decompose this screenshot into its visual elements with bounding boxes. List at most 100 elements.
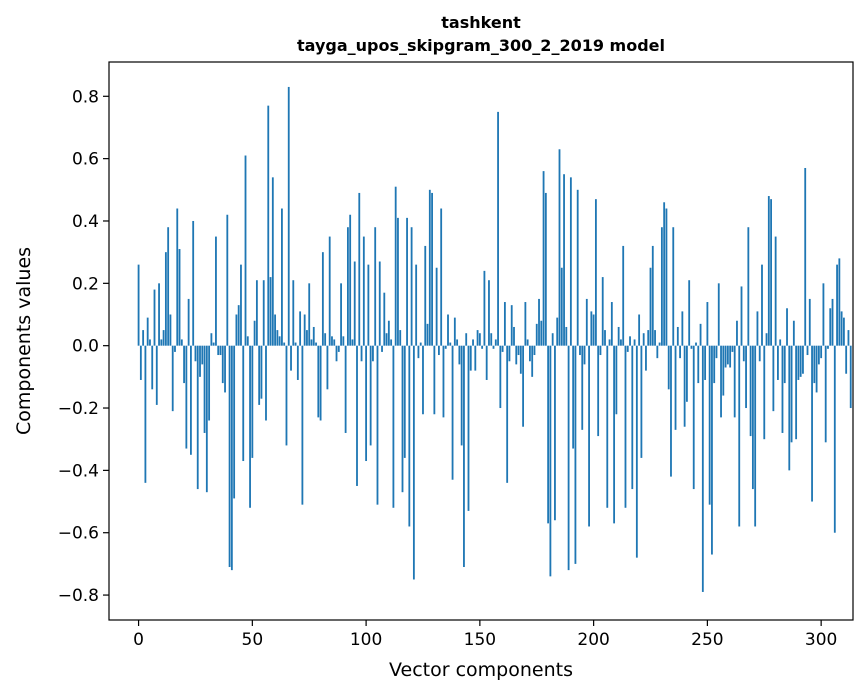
bar	[440, 208, 443, 346]
bar	[233, 345, 236, 499]
bar	[645, 345, 647, 371]
bar	[428, 189, 431, 346]
bar	[221, 345, 224, 384]
bar	[670, 345, 672, 477]
bar	[774, 236, 777, 346]
bar	[676, 326, 679, 346]
bar	[483, 270, 486, 346]
bar	[442, 345, 445, 418]
bar	[626, 345, 629, 352]
bar	[642, 333, 645, 346]
bar	[503, 302, 506, 346]
bar	[827, 345, 829, 349]
bar	[615, 345, 618, 415]
chart-subtitle: tayga_upos_skipgram_300_2_2019 model	[297, 36, 665, 55]
bar	[758, 345, 761, 362]
bar	[515, 345, 518, 365]
bar	[647, 330, 650, 346]
bar	[679, 345, 681, 359]
bar	[283, 342, 286, 346]
bar	[474, 345, 477, 371]
bar	[171, 345, 174, 412]
bar	[203, 345, 206, 433]
bar	[212, 342, 215, 346]
bar	[494, 339, 497, 346]
bar	[565, 326, 568, 346]
bar	[312, 326, 315, 346]
bar	[820, 345, 823, 359]
bar	[356, 345, 358, 486]
x-axis-label: Vector components	[389, 659, 573, 681]
bar	[472, 339, 474, 346]
bar	[510, 305, 513, 346]
bar	[720, 345, 722, 418]
bar	[581, 345, 584, 430]
bar	[449, 342, 452, 346]
bar	[526, 339, 529, 346]
x-tick-label: 50	[242, 630, 264, 650]
bar	[654, 330, 656, 346]
bar	[799, 345, 802, 377]
bar	[349, 214, 352, 346]
bar	[219, 345, 222, 356]
bar	[294, 342, 297, 346]
bar	[681, 311, 684, 346]
bar	[269, 277, 272, 346]
bar	[235, 314, 238, 346]
bar	[569, 177, 572, 346]
bar	[731, 345, 734, 352]
bar	[321, 252, 324, 346]
bar	[385, 333, 388, 346]
bar	[588, 345, 590, 527]
bar	[451, 345, 454, 480]
bar	[529, 345, 531, 362]
bar	[178, 249, 181, 346]
bars-group	[137, 86, 852, 592]
bar	[674, 345, 677, 430]
y-tick-label: −0.4	[58, 461, 99, 481]
bar	[535, 323, 538, 346]
bar	[613, 345, 616, 524]
bar	[663, 202, 666, 346]
bar	[786, 308, 788, 346]
bar	[840, 311, 843, 346]
bar	[340, 283, 342, 346]
bar	[415, 264, 418, 346]
bar	[695, 342, 697, 346]
bar	[244, 155, 247, 346]
chart-title: tashkent	[441, 13, 521, 32]
bar	[692, 345, 695, 490]
bar	[524, 302, 527, 346]
bar	[717, 283, 720, 346]
bar	[447, 314, 449, 346]
bar	[381, 345, 383, 352]
bar	[303, 314, 306, 346]
bar	[497, 111, 499, 346]
bar	[367, 264, 370, 346]
bar	[624, 345, 627, 508]
bar	[549, 345, 552, 577]
bar	[378, 261, 381, 346]
bar	[777, 345, 779, 380]
bar	[706, 302, 709, 346]
bar	[845, 345, 848, 374]
bar	[185, 345, 188, 449]
bar	[342, 336, 345, 346]
y-tick-label: 0.0	[72, 337, 99, 357]
bar	[726, 345, 729, 365]
bar	[608, 339, 611, 346]
bar	[772, 345, 775, 412]
bar	[688, 280, 691, 346]
x-axis-ticks: 0 50 100 150 200 250 300	[133, 620, 837, 650]
bar	[567, 345, 570, 571]
bar	[492, 345, 495, 349]
bar	[362, 236, 365, 346]
x-tick-label: 0	[133, 630, 144, 650]
bar	[478, 333, 481, 346]
bar	[658, 342, 661, 346]
bar	[328, 236, 331, 346]
bar	[251, 345, 254, 458]
bar	[667, 345, 670, 390]
bar	[144, 345, 147, 483]
bar	[656, 345, 659, 359]
